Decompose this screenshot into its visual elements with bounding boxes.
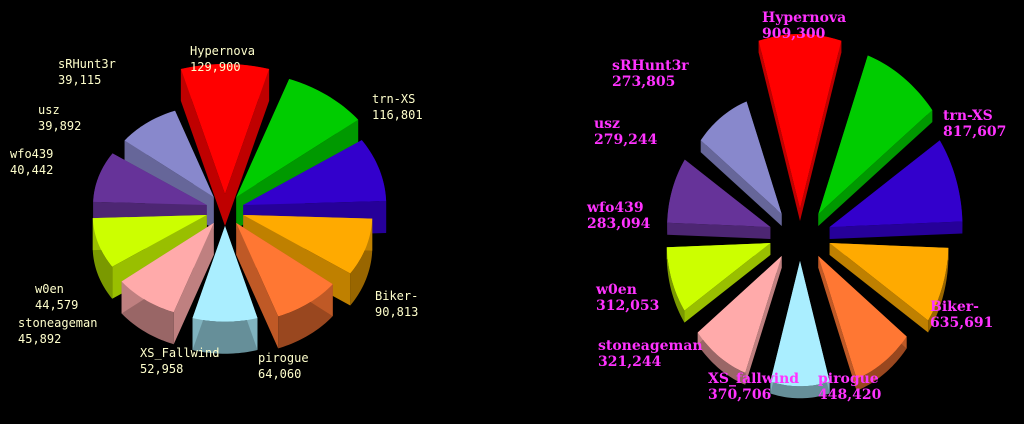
slice-label: sRHunt3r [58,57,116,71]
slice-label: trn-XS [372,92,415,106]
slice-top [121,222,214,313]
slice-value-label: 312,053 [596,298,659,314]
slice-top [243,214,373,274]
slice-value-label: 448,420 [818,387,882,403]
slice-wall [192,318,258,354]
slice-value-label: 44,579 [35,298,78,312]
slice-side [684,243,771,323]
slice-value-label: 52,958 [140,362,183,376]
pie-slice-srhunt3r [700,101,782,226]
slice-label: Hypernova [190,44,255,58]
slice-top [829,140,963,227]
slice-top [243,140,387,206]
slice-side [700,140,782,226]
slice-value-label: 635,691 [930,315,993,331]
slice-side [225,69,270,227]
slice-top [666,243,771,311]
slice-value-label: 283,094 [587,216,651,232]
slice-wall [697,332,746,385]
slice-value-label: 129,900 [190,60,241,74]
slice-top [180,64,270,194]
slice-side [758,40,800,222]
slice-value-label: 39,115 [58,73,101,87]
slice-side [236,222,279,349]
slice-label: usz [594,116,620,132]
pie-chart-1: Hypernova 129,900 trn-XS 116,801 Biker- 90,81… [10,44,423,381]
slice-label: wfo439 [586,200,644,216]
slice-side [745,256,782,385]
slice-label: XS_fallwind [708,371,799,387]
slice-label: w0en [35,282,64,296]
slice-top [758,34,842,209]
pie-slice-xs-fallwind [818,256,907,391]
slice-side [800,40,842,222]
slice-label: pirogue [258,351,309,365]
slice-wall [666,247,685,323]
slice-top [192,226,258,322]
slice-top [92,214,207,267]
pie-slice-usz [667,159,771,239]
slice-top [700,101,782,214]
slice-side [829,221,963,239]
slice-side [829,243,929,333]
pie-slice-w0en [697,256,782,385]
slice-value-label: 817,607 [943,124,1006,140]
slice-value-label: 64,060 [258,367,301,381]
slice-wall [856,336,907,391]
slice-value-label: 90,813 [375,305,418,319]
slice-wall [350,218,373,306]
pie-slice-trn-xs [818,55,933,226]
slice-label: Biker- [375,289,418,303]
slice-top [818,256,907,379]
slice-side [667,222,771,239]
pie-slice-w0en [121,222,214,345]
slice-top [829,243,949,321]
slice-value-label: 273,805 [612,74,675,90]
slice-value-label: 909,300 [762,26,826,42]
slice-top [93,153,207,206]
slice-label: pirogue [818,371,879,387]
pie-slice-pirogue [829,243,949,333]
slice-side [818,256,857,391]
slice-value-label: 39,892 [38,119,81,133]
pie-slice-stoneageman [770,261,830,399]
pie-slice-xs-fallwind [236,222,333,349]
slice-value-label: 279,244 [594,132,658,148]
slice-side [180,69,225,227]
slice-label: XS_Fallwind [140,346,219,360]
slice-top [818,55,933,214]
slice-label: trn-XS [943,108,993,124]
slice-wall [928,247,949,333]
pie-slice-wfo439 [666,243,771,323]
slice-value-label: 370,706 [708,387,771,403]
slice-label: Hypernova [762,10,846,26]
slice-label: usz [38,103,60,117]
slice-side [818,110,933,226]
slice-top [770,261,830,387]
slice-top [667,159,771,227]
slice-wall [92,218,113,299]
pie-slice-trn-xs [236,79,359,230]
slice-value-label: 45,892 [18,332,61,346]
slice-wall [770,381,830,399]
slice-top [236,222,333,317]
slice-top [697,256,782,373]
slice-label: stoneageman [18,316,97,330]
pie-slice-biker- [829,140,963,239]
slice-value-label: 321,244 [598,354,662,370]
slice-label: Biker- [930,299,979,315]
slice-top [124,110,214,198]
pie-slice-hypernova [758,34,842,222]
slice-top [236,79,359,198]
slice-value-label: 40,442 [10,163,53,177]
slice-label: wfo439 [10,147,53,161]
slice-label: stoneageman [598,338,703,354]
pie-slice-stoneageman [192,226,258,354]
slice-label: w0en [595,282,637,298]
slice-value-label: 116,801 [372,108,423,122]
pie-slice-hypernova [180,64,270,227]
slice-label: sRHunt3r [612,58,689,74]
